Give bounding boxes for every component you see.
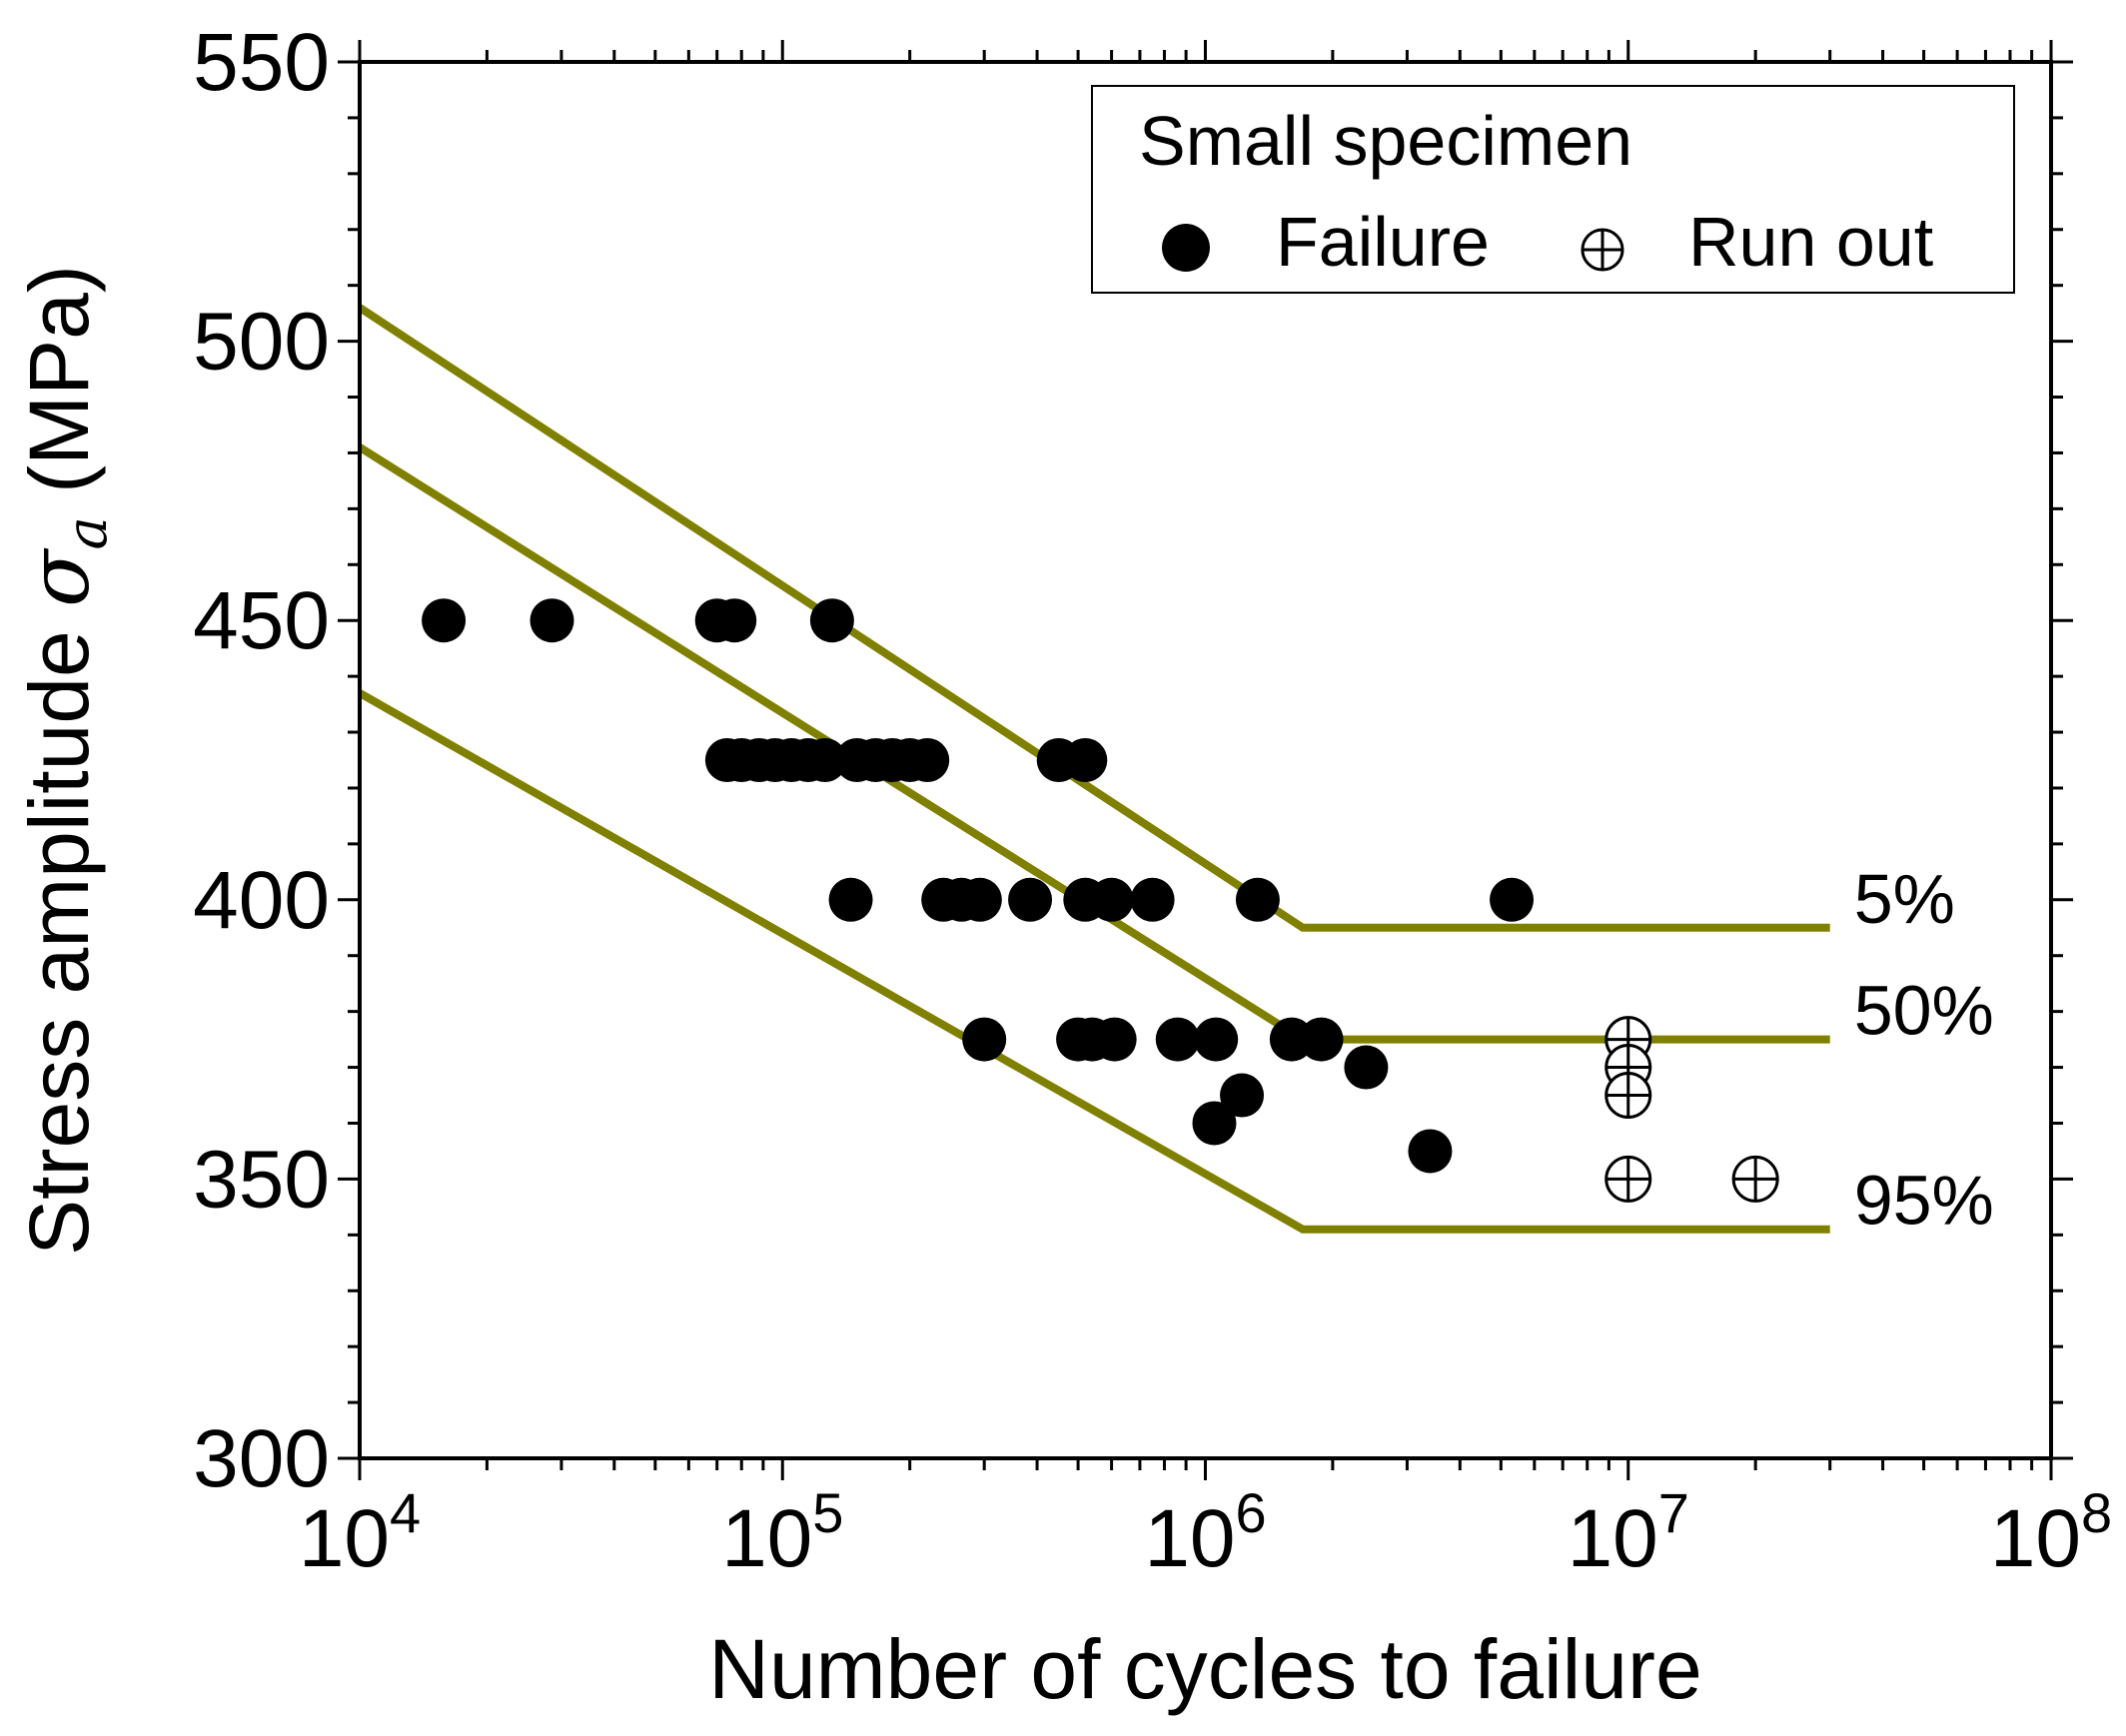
failure-point — [828, 877, 873, 922]
x-tick-label-exponent: 6 — [1236, 1481, 1267, 1544]
legend-runout-marker — [1581, 228, 1624, 272]
y-tick-label: 450 — [193, 575, 330, 666]
failure-point — [1220, 1073, 1265, 1118]
failure-point — [962, 1017, 1007, 1062]
failure-point — [712, 598, 757, 643]
x-tick-label-base: 10 — [721, 1493, 812, 1584]
y-axis-title-unit: (MPa) — [12, 265, 106, 516]
failure-point — [422, 598, 467, 643]
failure-point — [1130, 877, 1175, 922]
failure-point — [1008, 877, 1053, 922]
x-tick-label-exponent: 8 — [2081, 1481, 2112, 1544]
y-tick-label: 550 — [193, 17, 330, 108]
x-tick-label: 108 — [1990, 1481, 2112, 1584]
x-tick-label: 107 — [1568, 1481, 1689, 1584]
y-axis-title-main: Stress amplitude — [12, 607, 106, 1256]
failure-point — [1063, 738, 1108, 782]
failure-point — [809, 598, 854, 643]
curve-5pct — [357, 304, 1830, 932]
runout-point — [1604, 1072, 1652, 1120]
plot-frame — [358, 60, 2053, 1460]
legend-title: Small specimen — [1139, 102, 1632, 180]
x-tick-label-base: 10 — [1568, 1493, 1658, 1584]
failure-point — [802, 738, 847, 782]
probability-curves: 5% 50% 95% — [357, 304, 1994, 1240]
x-tick-label-base: 10 — [1144, 1493, 1235, 1584]
data-points — [422, 598, 1779, 1203]
runout-point — [1604, 1155, 1652, 1203]
curve-label: 95% — [1854, 1162, 1994, 1240]
legend-runout-symbol — [1581, 228, 1624, 272]
failure-point — [530, 598, 574, 643]
failure-point — [1194, 1017, 1239, 1062]
legend: Small specimen Failure Run out — [1091, 85, 2015, 294]
legend-box — [1091, 85, 2015, 294]
failure-point — [1235, 877, 1280, 922]
curve-label: 5% — [1854, 860, 1955, 938]
y-axis-title-subscript: a — [55, 516, 120, 549]
legend-failure-marker — [1162, 224, 1210, 272]
failure-point — [1155, 1017, 1200, 1062]
y-tick-label: 400 — [193, 855, 330, 946]
failure-point — [1192, 1101, 1237, 1146]
curve-label: 50% — [1854, 972, 1994, 1050]
x-tick-label-exponent: 4 — [390, 1481, 421, 1544]
failure-point — [1408, 1129, 1453, 1174]
y-tick-label: 300 — [193, 1413, 330, 1504]
failure-point — [905, 738, 950, 782]
x-tick-label: 106 — [1144, 1481, 1266, 1584]
y-tick-label: 350 — [193, 1134, 330, 1225]
x-tick-label-exponent: 7 — [1658, 1481, 1689, 1544]
runout-point — [1731, 1155, 1779, 1203]
y-tick-label: 500 — [193, 297, 330, 388]
curve-95pct — [358, 689, 1830, 1234]
x-tick-label-exponent: 5 — [812, 1481, 843, 1544]
x-tick-label: 105 — [721, 1481, 843, 1584]
x-tick-label-base: 10 — [299, 1493, 390, 1584]
failure-point — [1299, 1017, 1344, 1062]
failure-point — [1490, 877, 1535, 922]
x-tick-label-base: 10 — [1990, 1493, 2081, 1584]
failure-point — [1344, 1045, 1389, 1090]
failure-point — [1092, 1017, 1137, 1062]
failure-point — [957, 877, 1002, 922]
y-axis-title-symbol: σ — [10, 547, 108, 607]
legend-runout-label: Run out — [1688, 203, 1933, 281]
failure-point — [1089, 877, 1134, 922]
x-tick-label: 104 — [299, 1481, 421, 1584]
x-axis-title: Number of cycles to failure — [708, 1622, 1701, 1716]
y-axis-title: Stress amplitude σa (MPa) — [10, 265, 120, 1256]
legend-failure-label: Failure — [1276, 203, 1490, 281]
